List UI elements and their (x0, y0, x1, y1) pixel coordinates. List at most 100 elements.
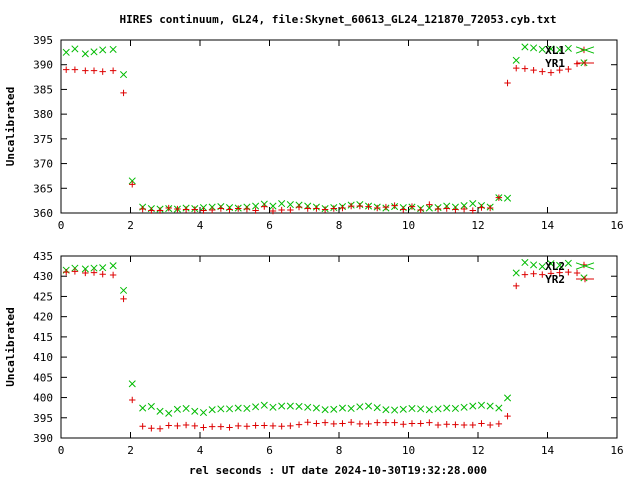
bottom-y-axis-label: Uncalibrated (4, 307, 17, 386)
x-marker-point (503, 394, 512, 402)
x-marker-point (460, 202, 468, 210)
plus-marker-point (165, 204, 172, 212)
legend-marker (575, 262, 595, 270)
plus-marker-point (478, 420, 485, 427)
x-marker-point (165, 409, 173, 417)
plus-marker-point (460, 205, 468, 213)
plus-marker-point (278, 423, 285, 430)
plus-marker-point (120, 295, 127, 303)
plus-marker-point (530, 270, 537, 277)
plus-marker-point (504, 412, 511, 420)
x-marker-point (128, 177, 136, 185)
plus-marker-point (129, 181, 136, 188)
legend-marker (576, 275, 594, 283)
plus-marker-point (374, 419, 381, 426)
plus-marker-point (120, 89, 127, 97)
plus-marker-point (129, 396, 136, 404)
x-marker-point (286, 201, 294, 209)
plus-marker-point (71, 268, 79, 275)
x-marker-point (338, 404, 347, 412)
plus-marker-point (443, 205, 450, 212)
x-marker-point (139, 404, 147, 412)
x-marker-point (286, 402, 294, 410)
plus-marker-point (330, 420, 337, 428)
plus-marker-point (504, 79, 511, 87)
plus-marker-point (495, 194, 503, 201)
plus-marker-point (365, 420, 372, 428)
plus-marker-point (539, 68, 546, 75)
plus-marker-point (269, 207, 277, 215)
plus-marker-point (139, 205, 146, 213)
plus-marker-point (174, 422, 181, 430)
x-tick-label: 8 (336, 219, 343, 232)
x-marker-point (278, 200, 286, 208)
legend-marker (576, 59, 594, 67)
plus-marker-point (356, 420, 364, 428)
x-marker-point (330, 405, 338, 413)
x-marker-point (109, 262, 117, 270)
x-marker-point (109, 45, 117, 53)
plus-marker-point (347, 202, 355, 210)
plus-marker-point (469, 207, 476, 214)
y-tick-label: 400 (33, 392, 53, 405)
y-tick-label: 410 (33, 351, 53, 364)
x-marker-point (538, 262, 546, 271)
plus-marker-point (139, 423, 146, 430)
plus-marker-point (287, 422, 294, 430)
x-marker-point (556, 46, 564, 54)
plus-marker-point (313, 420, 320, 427)
plus-marker-point (295, 421, 303, 428)
plus-marker-point (513, 282, 520, 290)
y-tick-label: 415 (33, 331, 53, 344)
plus-marker-point (269, 422, 277, 430)
x-marker-point (538, 45, 546, 53)
plus-marker-point (99, 271, 106, 278)
x-marker-point (260, 401, 268, 409)
y-tick-label: 395 (33, 412, 53, 425)
legend-label: XL1 (545, 44, 565, 57)
chart-title: HIRES continuum, GL24, file:Skynet_60613… (119, 13, 556, 26)
x-marker-point (199, 408, 208, 417)
legend-label: YR1 (545, 57, 565, 70)
x-marker-point (208, 406, 216, 414)
x-tick-label: 4 (197, 444, 204, 457)
plus-marker-point (243, 205, 251, 213)
y-tick-label: 385 (33, 83, 53, 96)
plus-marker-point (434, 205, 442, 213)
x-marker-point (347, 404, 355, 413)
x-tick-label: 6 (266, 219, 273, 232)
x-marker-point (243, 404, 251, 413)
x-marker-point (486, 402, 494, 410)
plus-marker-point (417, 206, 424, 214)
x-marker-point (182, 404, 190, 413)
plus-marker-point (539, 271, 546, 278)
x-marker-point (425, 204, 433, 212)
plus-marker-point (513, 64, 520, 72)
plus-marker-point (521, 271, 529, 278)
plus-marker-point (573, 60, 581, 67)
x-marker-point (90, 264, 98, 272)
plus-marker-point (182, 421, 190, 429)
plus-marker-point (556, 269, 563, 276)
x-marker-point (71, 264, 79, 272)
plus-marker-point (90, 269, 98, 276)
x-marker-point (399, 405, 407, 413)
y-tick-label: 365 (33, 182, 53, 195)
x-marker-point (512, 56, 520, 64)
x-marker-point (460, 403, 468, 411)
plus-marker-point (63, 268, 70, 276)
y-tick-label: 430 (33, 270, 53, 283)
x-marker-point (81, 50, 89, 58)
y-tick-label: 435 (33, 250, 53, 263)
plus-marker-point (426, 419, 433, 426)
plus-marker-point (156, 425, 164, 432)
x-marker-point (547, 45, 555, 53)
x-marker-point (252, 403, 260, 411)
plus-marker-point (200, 424, 207, 431)
plus-marker-point (382, 419, 390, 426)
plus-marker-point (63, 66, 70, 73)
plus-marker-point (374, 204, 381, 212)
